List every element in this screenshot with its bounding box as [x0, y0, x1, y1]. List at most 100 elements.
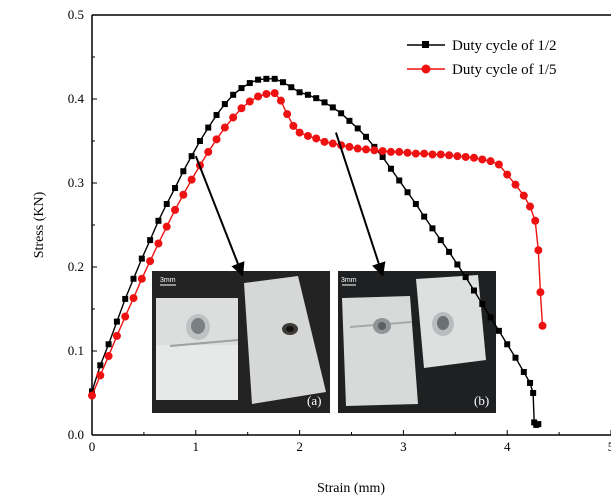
series-1-line [91, 78, 539, 426]
y-tick-label: 0.5 [68, 7, 84, 22]
inset-photo-a: 3mm (a) [152, 271, 330, 413]
data-point [421, 213, 428, 220]
legend-entry-series-2: Duty cycle of 1/5 [407, 62, 557, 78]
data-point [353, 144, 362, 153]
data-point [428, 150, 437, 159]
data-point [171, 205, 180, 214]
data-point [531, 216, 540, 225]
y-tick-label: 0.1 [68, 343, 84, 358]
data-point [469, 153, 478, 162]
legend-marker-circle [421, 64, 431, 74]
y-tick-label: 0.4 [68, 91, 85, 106]
data-point [354, 125, 361, 132]
data-point [96, 371, 105, 380]
data-point [329, 104, 336, 111]
data-point [187, 175, 196, 184]
x-tick-label: 0 [89, 439, 96, 454]
data-point [295, 128, 304, 137]
data-point [238, 85, 245, 92]
data-point [519, 191, 528, 200]
x-tick-label: 4 [504, 439, 511, 454]
data-point [520, 369, 527, 375]
data-point [121, 312, 130, 321]
data-point [221, 101, 228, 108]
data-point [196, 138, 203, 144]
annotation-arrows [194, 132, 386, 277]
y-tick-label: 0.2 [68, 259, 84, 274]
data-point [246, 80, 253, 87]
data-point [154, 239, 163, 248]
data-point [534, 246, 543, 255]
data-point [220, 123, 229, 132]
data-point [138, 255, 145, 262]
data-point [412, 201, 419, 207]
data-point [321, 99, 328, 106]
data-point [504, 341, 511, 348]
data-point [370, 146, 379, 155]
data-point [254, 92, 263, 101]
data-point [303, 131, 312, 140]
data-point [271, 75, 278, 82]
data-point [97, 362, 104, 369]
data-point [420, 149, 429, 158]
data-point [163, 201, 170, 207]
data-point [470, 287, 477, 294]
data-point [395, 147, 404, 156]
data-point [205, 124, 212, 131]
data-point [312, 134, 321, 143]
data-point [495, 327, 502, 334]
data-point [346, 117, 353, 124]
data-point [213, 111, 220, 118]
data-point [538, 321, 547, 330]
data-point [112, 331, 121, 340]
scale-bar-label-a: 3mm [160, 277, 176, 284]
scale-bar-label-b: 3mm [341, 277, 357, 284]
data-point [162, 222, 171, 231]
data-point [338, 110, 345, 117]
y-axis-label: Stress (KN) [32, 191, 47, 258]
data-point [320, 137, 329, 146]
data-point [527, 379, 534, 386]
inset-photos: 3mm (a) 3mm (b) [152, 271, 496, 413]
data-point [486, 157, 495, 166]
data-point [363, 133, 370, 140]
data-point [387, 165, 394, 172]
data-point [137, 274, 146, 283]
data-point [230, 91, 237, 98]
data-point [478, 155, 487, 164]
data-point [179, 190, 188, 199]
data-point [429, 225, 436, 232]
data-point [536, 288, 545, 297]
data-point [283, 110, 292, 119]
data-point [130, 275, 137, 282]
data-point [535, 421, 542, 428]
data-point [511, 180, 520, 189]
data-point [403, 148, 412, 157]
inset-photo-b: 3mm (b) [338, 271, 496, 413]
data-point [289, 121, 298, 130]
y-tick-label: 0.0 [68, 427, 84, 442]
data-point [386, 147, 395, 156]
data-point [462, 274, 469, 281]
data-point [396, 177, 403, 184]
x-axis-label: Strain (mm) [317, 481, 385, 496]
data-point [88, 391, 96, 400]
data-point [454, 261, 461, 268]
data-point [180, 168, 187, 175]
data-point [279, 79, 286, 86]
data-point [345, 142, 354, 151]
data-point [262, 89, 271, 98]
data-point [89, 388, 95, 395]
data-point [453, 152, 462, 161]
data-point [276, 96, 285, 105]
data-point [255, 76, 262, 83]
data-point [437, 237, 444, 244]
data-point [288, 84, 295, 91]
data-point [147, 237, 154, 244]
legend-entry-series-1: Duty cycle of 1/2 [407, 38, 557, 54]
data-point [379, 153, 386, 160]
data-point [487, 314, 494, 321]
data-point [212, 135, 221, 144]
data-point [204, 147, 213, 156]
